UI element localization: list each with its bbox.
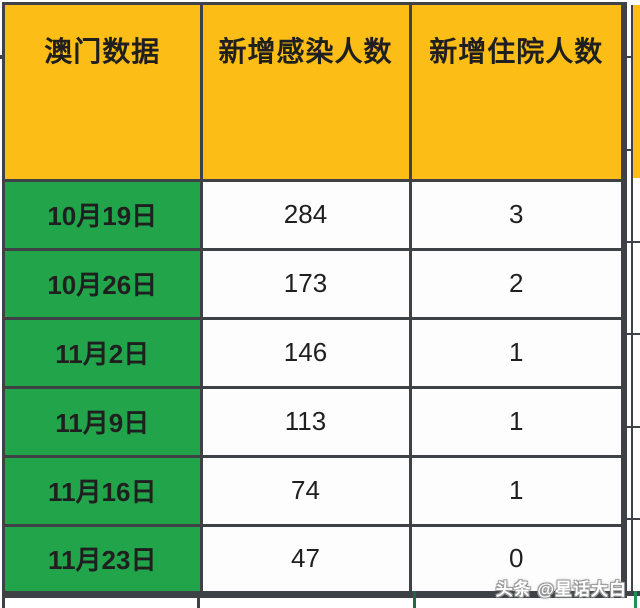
hospitalized-cell[interactable]: 0 bbox=[410, 525, 621, 591]
right-row-gridline bbox=[627, 518, 640, 520]
table-row: 11月23日 47 0 bbox=[5, 525, 621, 591]
table-row: 11月9日 113 1 bbox=[5, 387, 621, 458]
hospitalized-cell[interactable]: 1 bbox=[410, 318, 621, 389]
right-gap-gridline bbox=[627, 56, 633, 58]
header-cell-new-hospitalized[interactable]: 新增住院人数 bbox=[410, 5, 621, 182]
date-cell[interactable]: 11月16日 bbox=[5, 456, 203, 527]
right-row-gridline bbox=[627, 426, 640, 428]
infections-cell[interactable]: 47 bbox=[201, 525, 412, 591]
date-cell[interactable]: 11月2日 bbox=[5, 318, 203, 389]
hospitalized-cell[interactable]: 1 bbox=[410, 456, 621, 527]
right-row-gridline bbox=[627, 333, 640, 335]
table-row: 11月16日 74 1 bbox=[5, 456, 621, 527]
hospitalized-cell[interactable]: 1 bbox=[410, 387, 621, 458]
infections-cell[interactable]: 146 bbox=[201, 318, 412, 389]
date-cell[interactable]: 10月26日 bbox=[5, 249, 203, 320]
partial-row-gridline bbox=[2, 598, 5, 608]
header-row: 澳门数据 新增感染人数 新增住院人数 bbox=[5, 5, 621, 182]
partial-row-gridline bbox=[197, 598, 200, 608]
infections-cell[interactable]: 74 bbox=[201, 456, 412, 527]
date-cell[interactable]: 10月19日 bbox=[5, 180, 203, 251]
left-gridline-tick bbox=[0, 55, 2, 59]
table-row: 11月2日 146 1 bbox=[5, 318, 621, 389]
partial-row-green-gridline bbox=[413, 591, 416, 608]
date-cell[interactable]: 11月9日 bbox=[5, 387, 203, 458]
date-cell[interactable]: 11月23日 bbox=[5, 525, 203, 591]
infections-cell[interactable]: 113 bbox=[201, 387, 412, 458]
right-row-gridline bbox=[627, 241, 640, 243]
bottom-border-extension bbox=[627, 591, 640, 596]
toutiao-watermark: 头条 @星话大白 bbox=[495, 580, 627, 599]
table-row: 10月19日 284 3 bbox=[5, 180, 621, 251]
infections-cell[interactable]: 284 bbox=[201, 180, 412, 251]
hospitalized-cell[interactable]: 2 bbox=[410, 249, 621, 320]
right-header-cell-sliver bbox=[633, 5, 640, 178]
hospitalized-cell[interactable]: 3 bbox=[410, 180, 621, 251]
macau-data-table-frame: 澳门数据 新增感染人数 新增住院人数 10月19日 284 3 10月26日 1… bbox=[2, 2, 627, 598]
header-cell-macau-data[interactable]: 澳门数据 bbox=[5, 5, 203, 182]
right-gap-gridline bbox=[627, 149, 633, 151]
partial-row-green-gridline bbox=[634, 591, 637, 608]
header-cell-new-infections[interactable]: 新增感染人数 bbox=[201, 5, 412, 182]
table-row: 10月26日 173 2 bbox=[5, 249, 621, 320]
right-column-gridline bbox=[631, 5, 633, 592]
infections-cell[interactable]: 173 bbox=[201, 249, 412, 320]
macau-data-table: 澳门数据 新增感染人数 新增住院人数 10月19日 284 3 10月26日 1… bbox=[5, 5, 621, 591]
